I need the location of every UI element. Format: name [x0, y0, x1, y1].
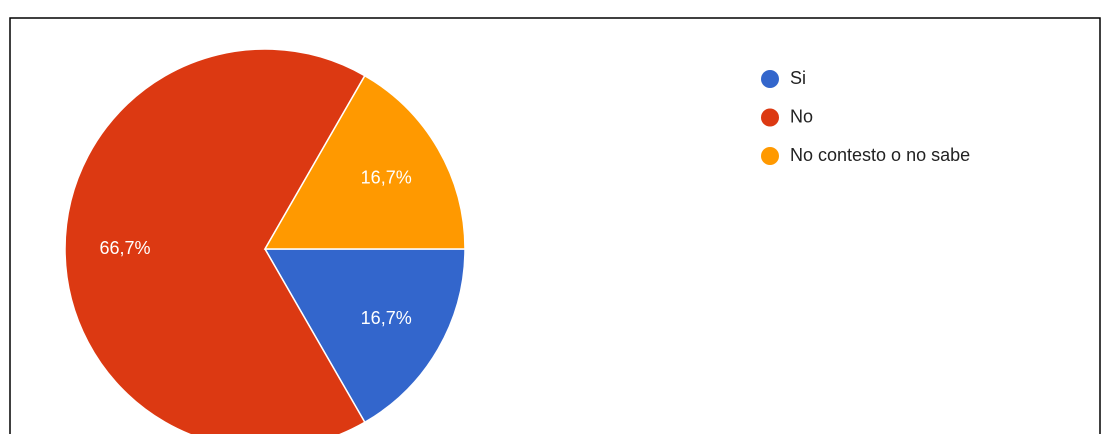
slice-label: 16,7% [361, 168, 412, 188]
legend-label: Si [790, 68, 806, 88]
pie-slice [64, 48, 366, 434]
legend-label: No contesto o no sabe [790, 145, 970, 165]
slice-label: 66,7% [99, 238, 150, 258]
pie-slice [263, 248, 466, 424]
legend-label: No [790, 106, 813, 126]
slice-label: 16,7% [361, 308, 412, 328]
legend-marker [761, 108, 779, 127]
legend-marker [761, 70, 779, 88]
legend-marker [761, 147, 779, 165]
pie-slice [263, 74, 466, 250]
